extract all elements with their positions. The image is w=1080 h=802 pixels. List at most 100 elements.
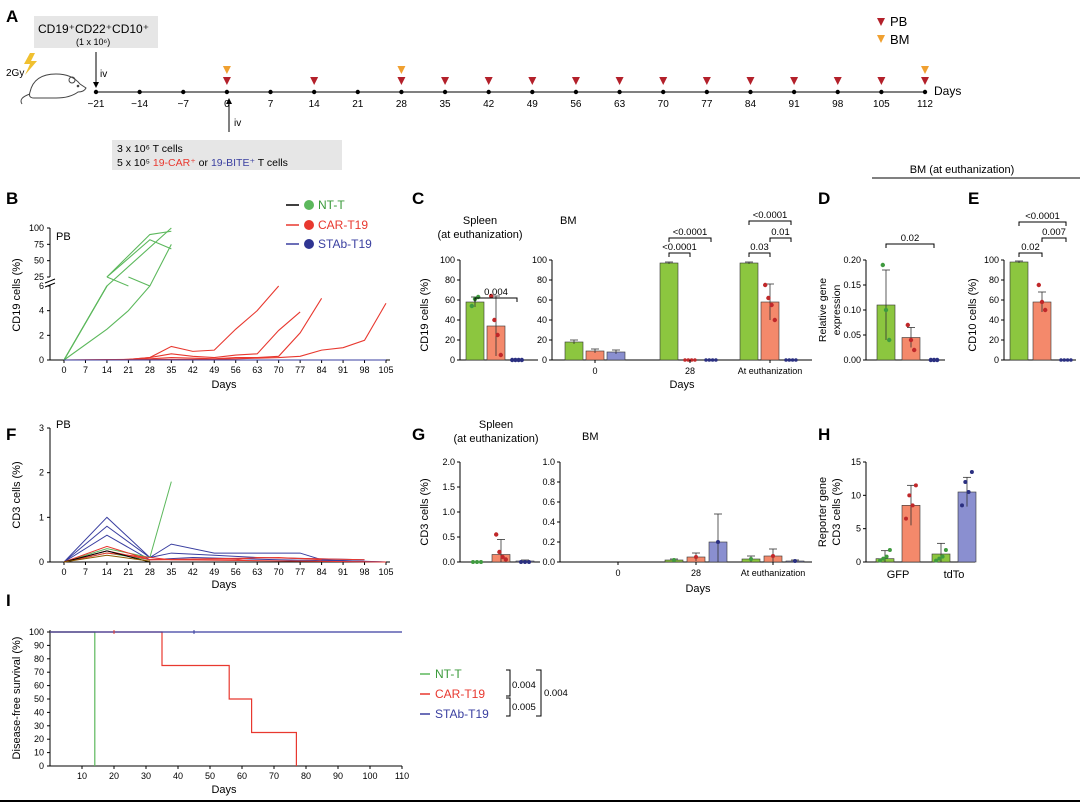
h-point (910, 503, 915, 508)
timeline-dot (661, 89, 666, 95)
c-spleen-point (492, 317, 497, 323)
timeline-day-label: 0 (224, 99, 230, 110)
c-bm-point (766, 295, 771, 301)
c-bm-title: BM (560, 215, 577, 227)
c-bm-pvalue: <0.0001 (662, 242, 697, 253)
h-point (904, 516, 908, 521)
c-bm-point (710, 358, 715, 362)
g-spleen-ytick-label: 2.0 (442, 457, 455, 467)
d-ytick-label: 0.00 (843, 355, 861, 365)
h-point (969, 470, 974, 474)
i-xtick-label: 10 (77, 771, 87, 781)
panel-label-i: I (6, 591, 11, 610)
bm-legend-marker (877, 35, 885, 43)
panel-label-g: G (412, 425, 425, 444)
c-bm-point (704, 358, 708, 362)
g-bm-ytick-label: 0.2 (542, 537, 555, 547)
timeline-days: −21 −14 −7 0 7 14 21 28 35 42 49 56 63 70 77 84 91 98 105 1… (88, 89, 933, 110)
panel-f: F PB CD3 cells (%) Days 0 7 14 21 28 35 42 49 56… (6, 419, 394, 591)
i-pval-3: 0.004 (544, 688, 568, 699)
timeline-dot (879, 89, 884, 95)
b-series-line (63, 302, 387, 361)
b-series-line (128, 276, 151, 287)
c-spleen-ytick-label: 80 (445, 275, 455, 285)
f-xtick-label: 98 (360, 567, 370, 577)
c-plot: 0 20 40 60 80 100 0.004 0 20 40 60 80 100 0 28 At eutha… (440, 210, 812, 376)
c-bm-ytick-label: 40 (537, 315, 547, 325)
c-spleen-ytick-label: 0 (450, 355, 455, 365)
panel-c: C Spleen (at euthanization) BM CD19 cell… (412, 189, 812, 391)
e-bracket (1018, 252, 1043, 257)
c-bm-point (790, 358, 795, 362)
f-xtick-label: 28 (145, 567, 155, 577)
h-ytick-label: 10 (851, 490, 861, 500)
h-ylabel-1: Reporter gene (817, 477, 829, 547)
iv-arrowhead-1 (93, 82, 99, 88)
e-pvalue: 0.02 (1021, 242, 1040, 253)
f-xlabel: Days (211, 579, 237, 591)
h-point (940, 554, 945, 559)
f-series-line (63, 554, 150, 563)
b-xtick-label: 14 (102, 365, 112, 375)
h-point (963, 480, 968, 484)
h-point (878, 558, 882, 563)
b-ytick-label: 25 (34, 272, 44, 282)
pb-marker (659, 77, 668, 85)
pb-marker (484, 77, 493, 85)
timeline-dot (617, 89, 622, 95)
e-point (1039, 299, 1045, 305)
g-spleen-title-1: Spleen (479, 419, 513, 431)
c-bm-xtick-label: 28 (685, 366, 695, 376)
panel-b: B PB CD19 cells (%) Days 0 7 14 21 28 35 42 49 5… (6, 189, 394, 391)
c-bm-point (794, 358, 798, 362)
h-point (881, 556, 886, 561)
timeline-dot (704, 89, 710, 95)
e-pvalue: 0.007 (1042, 227, 1066, 238)
i-ytick-label: 0 (39, 761, 44, 771)
e-bar (1009, 261, 1029, 361)
pb-marker (615, 77, 624, 85)
box1-line1: CD19⁺CD22⁺CD10⁺ (38, 22, 149, 36)
b-legend-ntt: NT-T (318, 198, 345, 212)
e-ytick-label: 100 (984, 255, 999, 265)
i-pval-2: 0.005 (512, 702, 536, 713)
c-bm-bar (564, 341, 584, 361)
c-spleen-ytick-label: 40 (445, 315, 455, 325)
g-spleen-ytick-label: 1.5 (442, 482, 455, 492)
pb-marker (441, 77, 450, 85)
c-bm-ytick-label: 0 (542, 355, 547, 365)
b-xlabel: Days (211, 379, 237, 391)
d-point (908, 337, 914, 343)
timeline-dot (224, 89, 230, 95)
b-xtick-label: 77 (295, 365, 305, 375)
b-xtick-label: 56 (231, 365, 241, 375)
g-bm-title: BM (582, 431, 599, 443)
pb-marker (222, 77, 231, 85)
i-xtick-label: 30 (141, 771, 151, 781)
c-spleen-pvalue: 0.004 (484, 287, 508, 298)
c-spleen-ytick-label: 100 (440, 255, 455, 265)
g-bm-ytick-label: 0.8 (542, 477, 555, 487)
e-point (1065, 358, 1070, 362)
c-bm-ytick-label: 20 (537, 335, 547, 345)
timeline-dot (355, 89, 360, 95)
g-spleen-point (475, 560, 479, 564)
g-spleen-point (527, 560, 531, 564)
box2-line2: 5 x 10⁵ 19-CAR⁺ or 19-BITE⁺ T cells (117, 157, 288, 169)
c-bm-ytick-label: 100 (532, 255, 547, 265)
d-point (912, 347, 917, 353)
g-spleen-ytick-label: 1.0 (442, 507, 455, 517)
c-spleen-point (495, 332, 500, 338)
c-bm-ytick-label: 60 (537, 295, 547, 305)
i-ytick-label: 100 (29, 627, 44, 637)
h-xtick-label: tdTo (944, 569, 965, 581)
c-spleen-bracket (474, 297, 518, 302)
f-xtick-label: 49 (209, 567, 219, 577)
b-series-line (63, 227, 172, 361)
c-spleen-point (489, 293, 494, 299)
f-xtick-label: 91 (338, 567, 348, 577)
panel-label-e: E (968, 189, 979, 208)
f-title: PB (56, 419, 71, 431)
i-xtick-label: 80 (301, 771, 311, 781)
iv-label-2: iv (234, 118, 241, 129)
